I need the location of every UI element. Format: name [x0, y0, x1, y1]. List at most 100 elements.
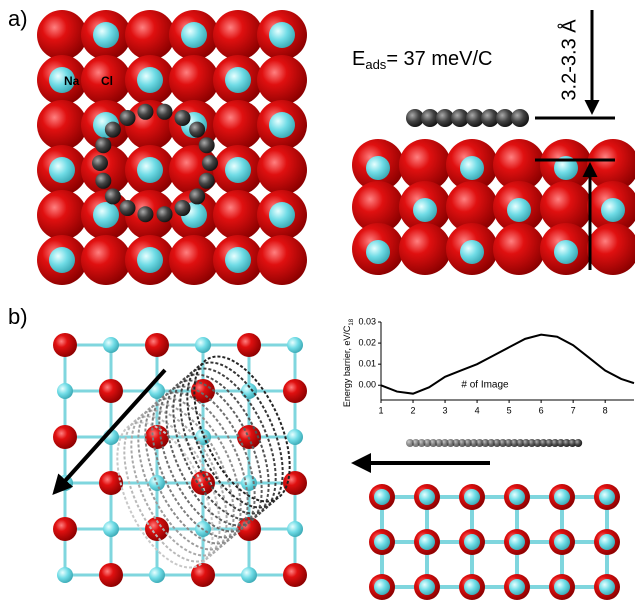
x-axis-label: # of Image [461, 380, 509, 391]
atom [283, 563, 307, 587]
atom [599, 489, 615, 505]
atom [419, 489, 435, 505]
atom [49, 247, 75, 273]
atom [257, 145, 307, 195]
tube-ring [168, 348, 303, 522]
atom [137, 157, 163, 183]
atom [287, 429, 303, 445]
atom [120, 110, 136, 126]
atom [53, 425, 77, 449]
panel-label: a) [8, 6, 28, 31]
atom [169, 235, 219, 285]
atom [464, 534, 480, 550]
atom [202, 155, 218, 171]
energy-subscript: ads [365, 57, 386, 72]
atom-label: Na [64, 74, 80, 88]
atom [37, 190, 87, 240]
y-tick-label: 0.02 [358, 337, 376, 347]
atom [169, 55, 219, 105]
atom [460, 240, 484, 264]
tube-ring [161, 354, 296, 528]
atom [37, 10, 87, 60]
atom [149, 567, 165, 583]
tube-ring [154, 360, 289, 534]
atom [95, 173, 111, 189]
atom [599, 579, 615, 595]
atom [601, 198, 625, 222]
atom [511, 109, 529, 127]
atom [587, 223, 635, 275]
x-tick-label: 8 [603, 405, 608, 415]
atom [374, 489, 390, 505]
atom [49, 157, 75, 183]
atom [157, 104, 173, 120]
atom [509, 534, 525, 550]
y-axis-label-main: Energy barrier, eV/C [342, 325, 352, 407]
atom [257, 55, 307, 105]
atom [413, 198, 437, 222]
atom [287, 521, 303, 537]
atom [199, 137, 215, 153]
atom [137, 104, 153, 120]
atom [374, 579, 390, 595]
atom [554, 534, 570, 550]
atom [554, 240, 578, 264]
atom [374, 534, 390, 550]
atom [493, 223, 545, 275]
atom [103, 337, 119, 353]
y-axis-label-sub: 18 [349, 318, 355, 325]
tube-ring [119, 390, 254, 564]
structures [37, 10, 635, 600]
atom [53, 517, 77, 541]
atom [93, 22, 119, 48]
atom [137, 206, 153, 222]
atom [257, 235, 307, 285]
atom [53, 333, 77, 357]
atom [507, 198, 531, 222]
atom [157, 206, 173, 222]
atom [103, 521, 119, 537]
x-tick-label: 2 [411, 405, 416, 415]
atom [269, 202, 295, 228]
atom [120, 200, 136, 216]
x-tick-label: 5 [507, 405, 512, 415]
x-tick-label: 3 [443, 405, 448, 415]
atom [137, 247, 163, 273]
atom [287, 337, 303, 353]
atom [181, 22, 207, 48]
atom [366, 240, 390, 264]
atom [145, 333, 169, 357]
atom [241, 567, 257, 583]
atom [175, 110, 191, 126]
atom [225, 247, 251, 273]
atom [225, 67, 251, 93]
y-tick-label: 0.01 [358, 359, 376, 369]
atom [105, 188, 121, 204]
atom [574, 439, 582, 447]
atom [464, 579, 480, 595]
atom [599, 534, 615, 550]
atom [95, 137, 111, 153]
atom [57, 567, 73, 583]
atom [213, 190, 263, 240]
x-tick-label: 1 [378, 405, 383, 415]
atom [554, 579, 570, 595]
x-tick-label: 7 [571, 405, 576, 415]
atom [99, 563, 123, 587]
atom [92, 155, 108, 171]
atom [460, 156, 484, 180]
atom [213, 10, 263, 60]
atom [464, 489, 480, 505]
atom [137, 67, 163, 93]
atom [419, 579, 435, 595]
distance-label: 3.2-3.3 Å [557, 19, 580, 101]
x-tick-label: 4 [475, 405, 480, 415]
atom [554, 489, 570, 505]
atom [509, 489, 525, 505]
y-tick-label: 0.03 [358, 316, 376, 326]
atom [419, 534, 435, 550]
y-tick-label: 0.00 [358, 380, 376, 390]
atom [189, 122, 205, 138]
atom [195, 337, 211, 353]
atom [199, 173, 215, 189]
